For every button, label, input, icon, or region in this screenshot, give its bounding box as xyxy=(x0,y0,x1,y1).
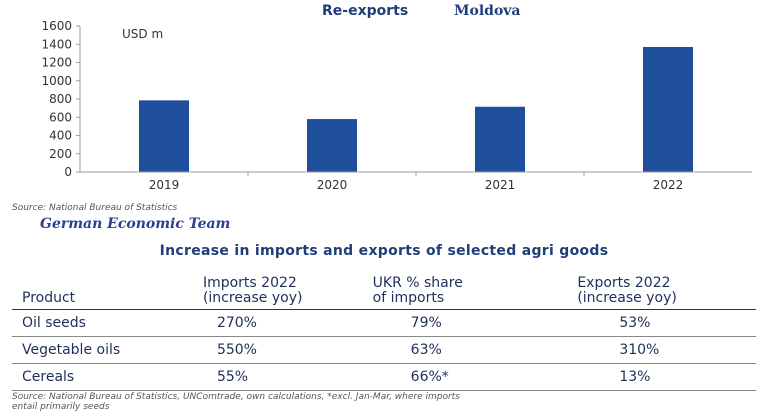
y-tick-label: 1200 xyxy=(41,56,72,70)
re-exports-bar-chart: Re-exports Moldova USD m 0 200 400 600 800 10… xyxy=(41,3,752,192)
chart-source-note: Source: National Bureau of Statistics xyxy=(12,203,178,213)
y-axis: 0 200 400 600 800 1000 1200 1400 1600 xyxy=(41,19,81,179)
y-tick-label: 400 xyxy=(49,129,72,143)
bars xyxy=(139,46,693,172)
header-imports: Imports 2022 (increase yoy) xyxy=(176,276,367,310)
bar-2021 xyxy=(475,106,525,172)
header-product: Product xyxy=(12,276,177,310)
x-axis: 2019 2020 2021 2022 xyxy=(80,171,752,192)
team-label: German Economic Team xyxy=(40,216,231,232)
chart-title: Re-exports xyxy=(322,3,408,19)
header-ukr-share: UKR % share of imports xyxy=(366,276,568,310)
bar-2020 xyxy=(307,119,357,172)
table-title: Increase in imports and exports of selec… xyxy=(159,243,609,259)
y-tick-label: 1000 xyxy=(41,74,72,88)
x-tick-label: 2019 xyxy=(149,178,180,192)
x-tick-label: 2021 xyxy=(485,178,516,192)
cell-imports: 550% xyxy=(176,336,367,364)
table-header-row: Product Imports 2022 (increase yoy) UKR %… xyxy=(12,276,756,310)
cell-share: 66%* xyxy=(366,363,568,391)
cell-exports: 13% xyxy=(567,363,756,391)
agri-goods-table: Product Imports 2022 (increase yoy) UKR %… xyxy=(12,276,756,391)
cell-product: Oil seeds xyxy=(12,309,177,337)
bar-2022 xyxy=(643,46,693,172)
y-tick-label: 600 xyxy=(49,110,72,124)
table-row: Cereals 55% 66%* 13% xyxy=(12,363,756,391)
y-tick-label: 800 xyxy=(49,92,72,106)
cell-product: Cereals xyxy=(12,363,177,391)
y-tick-label: 200 xyxy=(49,147,72,161)
chart-title-country: Moldova xyxy=(454,3,521,19)
cell-share: 79% xyxy=(366,309,568,337)
y-tick-label: 1600 xyxy=(41,19,72,33)
cell-imports: 55% xyxy=(176,363,367,391)
header-exports: Exports 2022 (increase yoy) xyxy=(567,276,756,310)
cell-exports: 310% xyxy=(567,336,756,364)
x-tick-label: 2020 xyxy=(317,178,348,192)
cell-share: 63% xyxy=(366,336,568,364)
table-row: Oil seeds 270% 79% 53% xyxy=(12,309,756,337)
table-row: Vegetable oils 550% 63% 310% xyxy=(12,336,756,364)
y-tick-label: 0 xyxy=(64,165,72,179)
unit-label: USD m xyxy=(122,27,163,41)
y-tick-label: 1400 xyxy=(41,37,72,51)
x-tick-label: 2022 xyxy=(653,178,684,192)
cell-exports: 53% xyxy=(567,309,756,337)
cell-imports: 270% xyxy=(176,309,367,337)
cell-product: Vegetable oils xyxy=(12,336,177,364)
table-source-note: Source: National Bureau of Statistics, U… xyxy=(12,392,460,412)
bar-2019 xyxy=(139,100,189,172)
